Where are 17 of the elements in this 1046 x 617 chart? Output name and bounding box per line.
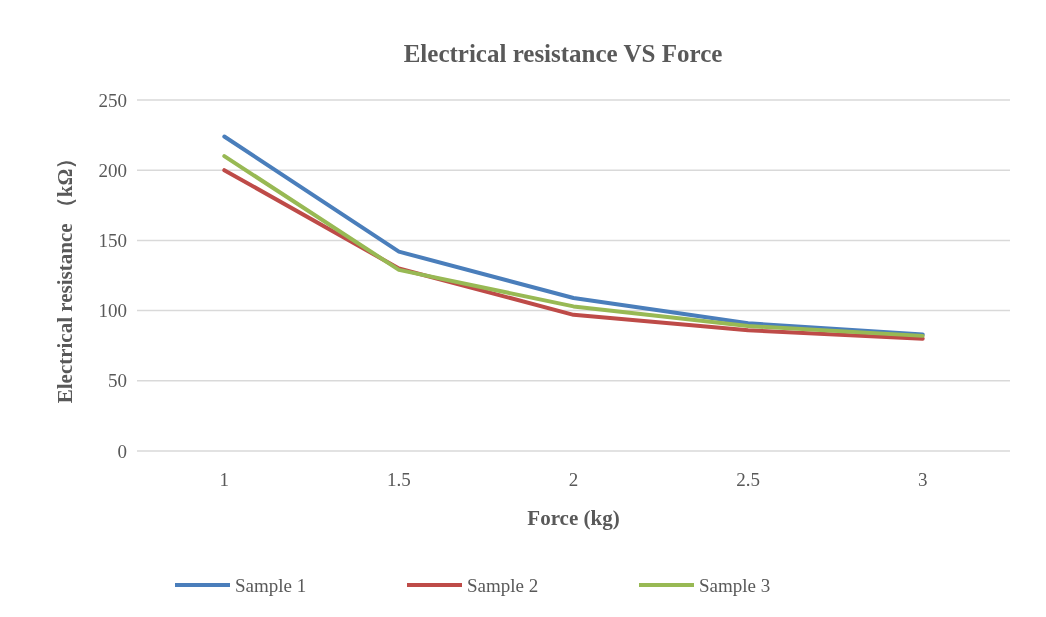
y-tick-label: 0 <box>117 440 127 462</box>
y-axis-title: Electrical resistance （kΩ） <box>53 147 77 404</box>
y-tick-label: 100 <box>98 300 127 322</box>
y-tick-label: 250 <box>98 89 127 111</box>
legend-label: Sample 2 <box>467 574 539 596</box>
x-tick-label: 1 <box>219 469 230 490</box>
x-tick-label: 1.5 <box>387 469 411 490</box>
x-tick-label: 2.5 <box>736 469 760 490</box>
legend-label: Sample 3 <box>699 574 771 596</box>
chart-title: Electrical resistance VS Force <box>403 40 723 67</box>
y-tick-label: 50 <box>108 370 127 392</box>
y-tick-label: 150 <box>98 230 127 252</box>
x-tick-label: 3 <box>917 469 928 490</box>
y-tick-label: 200 <box>98 159 127 181</box>
legend-label: Sample 1 <box>235 574 307 596</box>
x-tick-label: 2 <box>568 469 579 490</box>
x-axis-title: Force (kg) <box>527 506 620 530</box>
